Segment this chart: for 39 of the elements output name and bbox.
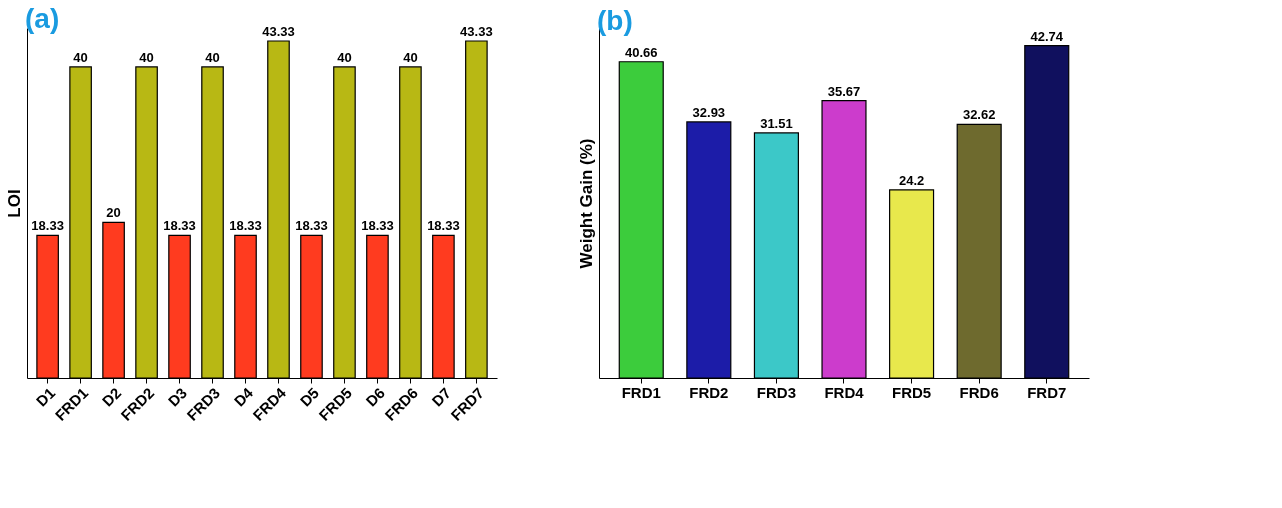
data-label: 40.66 [624, 44, 658, 60]
data-label: 18.33 [229, 218, 262, 234]
x-tick-label: D4 [230, 383, 257, 410]
data-label: 40 [139, 49, 154, 65]
data-label: 40 [73, 49, 88, 65]
y-axis-title: Weight Gain (%) [576, 138, 596, 269]
x-tick-label: FRD1 [621, 383, 661, 401]
data-label: 42.74 [1030, 28, 1064, 44]
data-label: 43.33 [460, 23, 493, 39]
data-label: 20 [106, 205, 121, 221]
x-tick-label: D1 [32, 384, 59, 410]
data-label: 31.51 [760, 115, 793, 131]
data-label: 40 [337, 49, 352, 65]
data-label: 18.33 [295, 218, 328, 234]
x-tick-label: D3 [164, 384, 191, 410]
x-tick-label: FRD6 [959, 383, 999, 401]
chart-title: (b) [597, 5, 633, 36]
x-tick-label: D6 [362, 384, 389, 410]
data-label: 32.93 [692, 104, 726, 120]
x-tick-label: FRD3 [756, 383, 796, 401]
x-tick-label: D5 [296, 384, 323, 410]
x-tick-label: FRD7 [1027, 383, 1067, 401]
x-tick-label: FRD2 [689, 383, 729, 401]
x-tick-label: FRD5 [892, 383, 932, 401]
data-label: 35.67 [827, 83, 861, 99]
chart-title: (a) [25, 2, 60, 34]
data-label: 40 [205, 49, 220, 65]
y-axis-title: LOI [4, 189, 24, 218]
data-label: 18.33 [163, 218, 196, 234]
data-label: 18.33 [31, 218, 64, 234]
data-label: 18.33 [361, 218, 394, 234]
data-label: 43.33 [262, 23, 295, 39]
x-tick-label: FRD4 [824, 383, 865, 401]
data-label: 40 [403, 49, 418, 65]
data-label: 18.33 [427, 218, 460, 234]
data-label: 24.2 [898, 172, 925, 188]
data-label: 32.62 [962, 107, 996, 123]
x-tick-label: D2 [98, 384, 125, 410]
x-tick-label: D7 [428, 384, 455, 410]
